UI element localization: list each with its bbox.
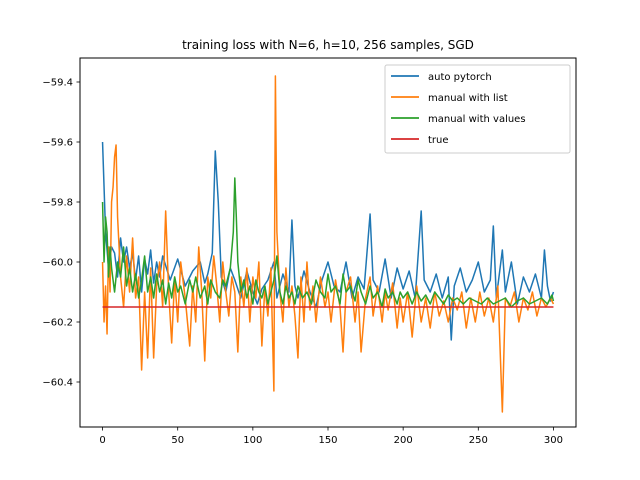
legend-box bbox=[384, 64, 571, 154]
series-layer bbox=[101, 75, 555, 413]
x-tick-label: 300 bbox=[544, 435, 563, 446]
x-tick-label: 0 bbox=[99, 435, 105, 446]
y-tick-label: −60.0 bbox=[42, 258, 73, 269]
y-tick-label: −60.4 bbox=[42, 378, 73, 389]
chart-title: training loss with N=6, h=10, 256 sample… bbox=[182, 38, 474, 52]
x-tick-label: 100 bbox=[243, 435, 262, 446]
y-tick-label: −60.2 bbox=[42, 318, 73, 329]
legend-label: true bbox=[428, 135, 449, 146]
legend: auto pytorch manual with list manual with … bbox=[384, 64, 571, 154]
y-tick-label: −59.4 bbox=[42, 78, 73, 89]
y-tick-label: −59.8 bbox=[42, 198, 73, 209]
legend-label: manual with values bbox=[428, 114, 526, 125]
y-axis-ticks: −60.4 −60.2 −60.0 −59.8 −59.6 −59.4 bbox=[42, 78, 80, 389]
legend-label: auto pytorch bbox=[428, 72, 492, 83]
legend-label: manual with list bbox=[428, 93, 508, 104]
x-tick-label: 50 bbox=[171, 435, 184, 446]
y-tick-label: −59.6 bbox=[42, 138, 73, 149]
x-tick-label: 250 bbox=[469, 435, 488, 446]
x-tick-label: 200 bbox=[394, 435, 413, 446]
x-axis-ticks: 0 50 100 150 200 250 300 bbox=[99, 427, 563, 446]
series-line-manual-with-values bbox=[101, 177, 555, 308]
x-tick-label: 150 bbox=[318, 435, 337, 446]
series-line-manual-with-list bbox=[101, 75, 555, 413]
